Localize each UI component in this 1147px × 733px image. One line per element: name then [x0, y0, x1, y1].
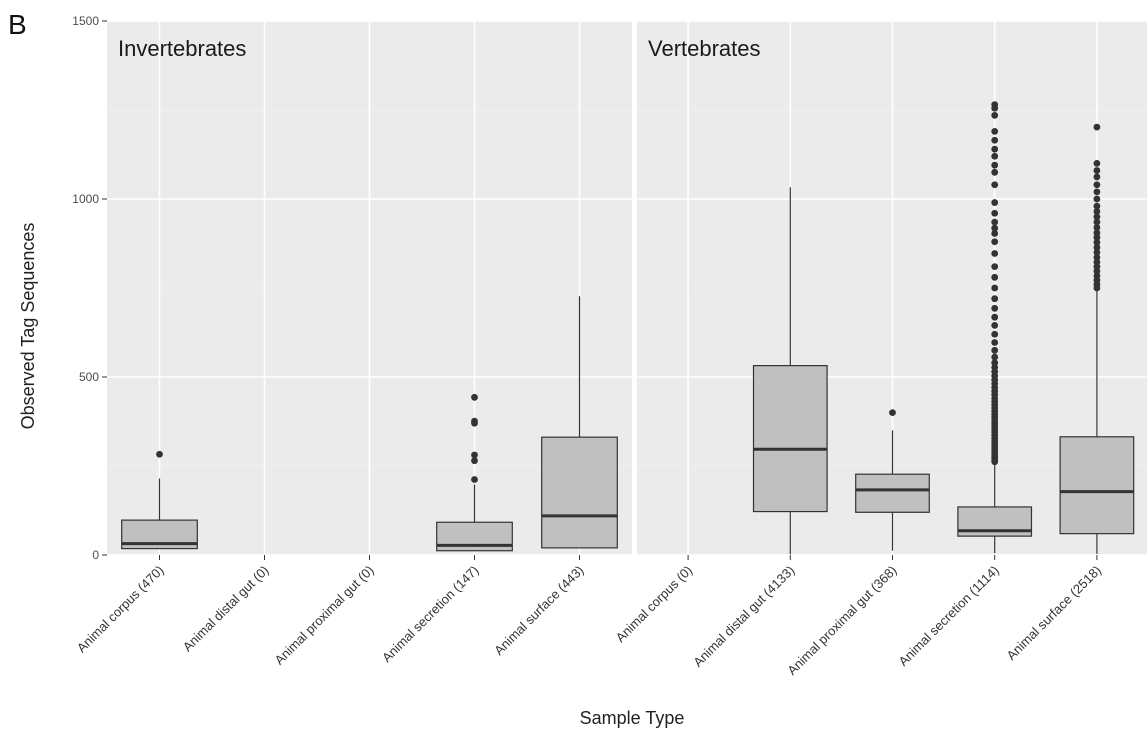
outlier-point [156, 450, 163, 458]
category-2 [855, 409, 930, 551]
outlier-point [991, 250, 999, 257]
x-tick-label: Animal secretion (1114) [896, 563, 1002, 669]
outlier-point [991, 136, 999, 144]
outlier-point [991, 218, 999, 226]
outlier-point [1093, 202, 1101, 210]
x-axis: Animal corpus (470) Animal distal gut (0)… [74, 555, 1104, 678]
outlier-point [1093, 239, 1101, 246]
outlier-point [991, 263, 999, 271]
figure-label: B [8, 9, 27, 40]
outlier-point [1093, 229, 1101, 237]
outlier-point [991, 168, 999, 176]
outlier-point [991, 346, 999, 354]
outlier-point [991, 339, 999, 346]
box [1059, 436, 1135, 535]
y-tick-label: 1500 [72, 14, 99, 28]
outlier-point [471, 476, 478, 483]
y-tick-label: 1000 [72, 192, 99, 206]
outlier-point [1093, 224, 1101, 231]
outlier-point [1093, 213, 1101, 221]
x-tick-label: Animal corpus (470) [74, 563, 167, 656]
outlier-point [1093, 167, 1101, 174]
outlier-point [991, 304, 999, 312]
outlier-point [1093, 188, 1101, 196]
outlier-point [991, 295, 999, 303]
x-axis-title: Sample Type [580, 708, 685, 728]
outlier-point [471, 451, 478, 459]
outlier-point [1093, 208, 1101, 215]
outlier-point [991, 209, 999, 217]
panel-title: Vertebrates [648, 36, 761, 61]
y-tick-label: 0 [92, 548, 99, 562]
outlier-point [1093, 253, 1101, 261]
outlier-point [991, 273, 999, 281]
outlier-point [1093, 181, 1101, 189]
y-axis: 0 500 1000 1500 [72, 14, 107, 562]
outlier-point [1093, 218, 1101, 226]
category-1 [752, 187, 828, 555]
outlier-point [991, 152, 999, 160]
y-tick-label: 500 [79, 370, 99, 384]
outlier-point [991, 161, 999, 169]
x-tick-label: Animal proximal gut (0) [272, 563, 377, 668]
panel-1: Vertebrates [637, 20, 1147, 556]
outlier-point [991, 353, 999, 361]
outlier-point [991, 230, 999, 237]
outlier-point [1093, 244, 1101, 251]
outlier-point [991, 313, 999, 321]
outlier-point [1093, 195, 1101, 203]
category-3 [436, 393, 513, 552]
outlier-point [991, 181, 999, 189]
x-tick-label: Animal corpus (0) [613, 563, 696, 646]
outlier-point [1093, 173, 1101, 181]
x-tick-label: Animal distal gut (0) [180, 563, 272, 655]
outlier-point [1093, 249, 1101, 256]
outlier-point [991, 224, 999, 232]
category-4 [541, 296, 618, 549]
outlier-point [471, 393, 478, 401]
outlier-point [991, 321, 999, 329]
x-tick-label: Animal proximal gut (368) [784, 563, 899, 678]
outlier-point [991, 111, 999, 119]
x-tick-label: Animal surface (2518) [1003, 563, 1104, 664]
outlier-point [991, 199, 999, 206]
category-3 [957, 101, 1033, 554]
outlier-point [991, 359, 999, 367]
outlier-point [991, 284, 999, 292]
outlier-point [991, 238, 999, 246]
panel-title: Invertebrates [118, 36, 246, 61]
x-tick-label: Animal distal gut (4133) [690, 563, 797, 670]
outlier-point [471, 417, 478, 425]
outlier-point [991, 127, 999, 135]
x-tick-label: Animal surface (443) [491, 563, 586, 658]
box [855, 473, 930, 513]
outlier-point [991, 145, 999, 153]
outlier-point [889, 409, 896, 416]
outlier-point [991, 330, 999, 338]
outlier-point [991, 101, 999, 109]
y-axis-title: Observed Tag Sequences [18, 223, 38, 430]
outlier-point [1093, 123, 1101, 131]
outlier-point [471, 457, 478, 465]
category-4 [1059, 123, 1135, 554]
panel-0: Invertebrates [107, 20, 632, 556]
box [541, 436, 618, 549]
panels: Invertebrates Vertebrates [107, 20, 1147, 556]
x-tick-label: Animal secretion (147) [379, 563, 482, 666]
category-0 [121, 450, 198, 550]
box [752, 365, 828, 513]
outlier-point [1093, 160, 1101, 167]
